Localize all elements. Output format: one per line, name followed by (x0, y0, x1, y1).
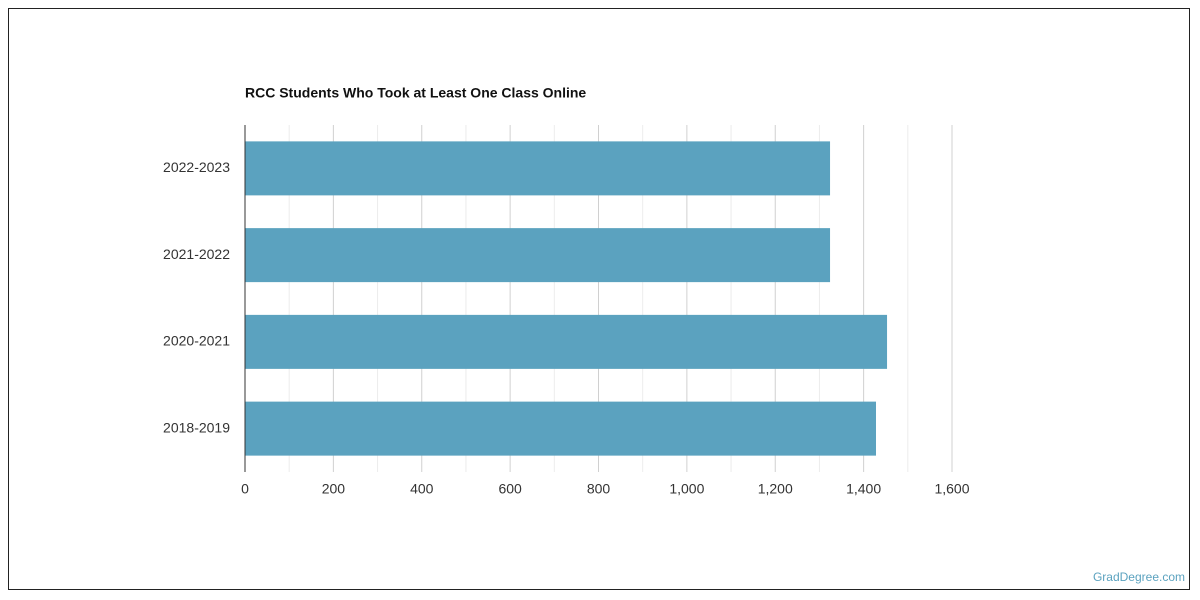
y-tick-label: 2022-2023 (163, 159, 230, 175)
bar (245, 228, 831, 283)
x-tick-label: 200 (322, 481, 346, 497)
x-tick-label: 600 (498, 481, 522, 497)
x-tick-label: 1,200 (758, 481, 793, 497)
chart-title: RCC Students Who Took at Least One Class… (245, 85, 586, 101)
x-tick-label: 400 (410, 481, 434, 497)
x-tick-label: 0 (241, 481, 249, 497)
y-tick-label: 2021-2022 (163, 246, 230, 262)
x-tick-label: 1,400 (846, 481, 881, 497)
x-tick-label: 800 (587, 481, 611, 497)
x-tick-label: 1,000 (669, 481, 704, 497)
bar (245, 401, 876, 456)
bar (245, 314, 888, 369)
y-tick-label: 2020-2021 (163, 333, 230, 349)
y-tick-label: 2018-2019 (163, 419, 230, 435)
x-tick-label: 1,600 (934, 481, 969, 497)
source-link: GradDegree.com (1093, 570, 1185, 584)
bar (245, 141, 831, 196)
